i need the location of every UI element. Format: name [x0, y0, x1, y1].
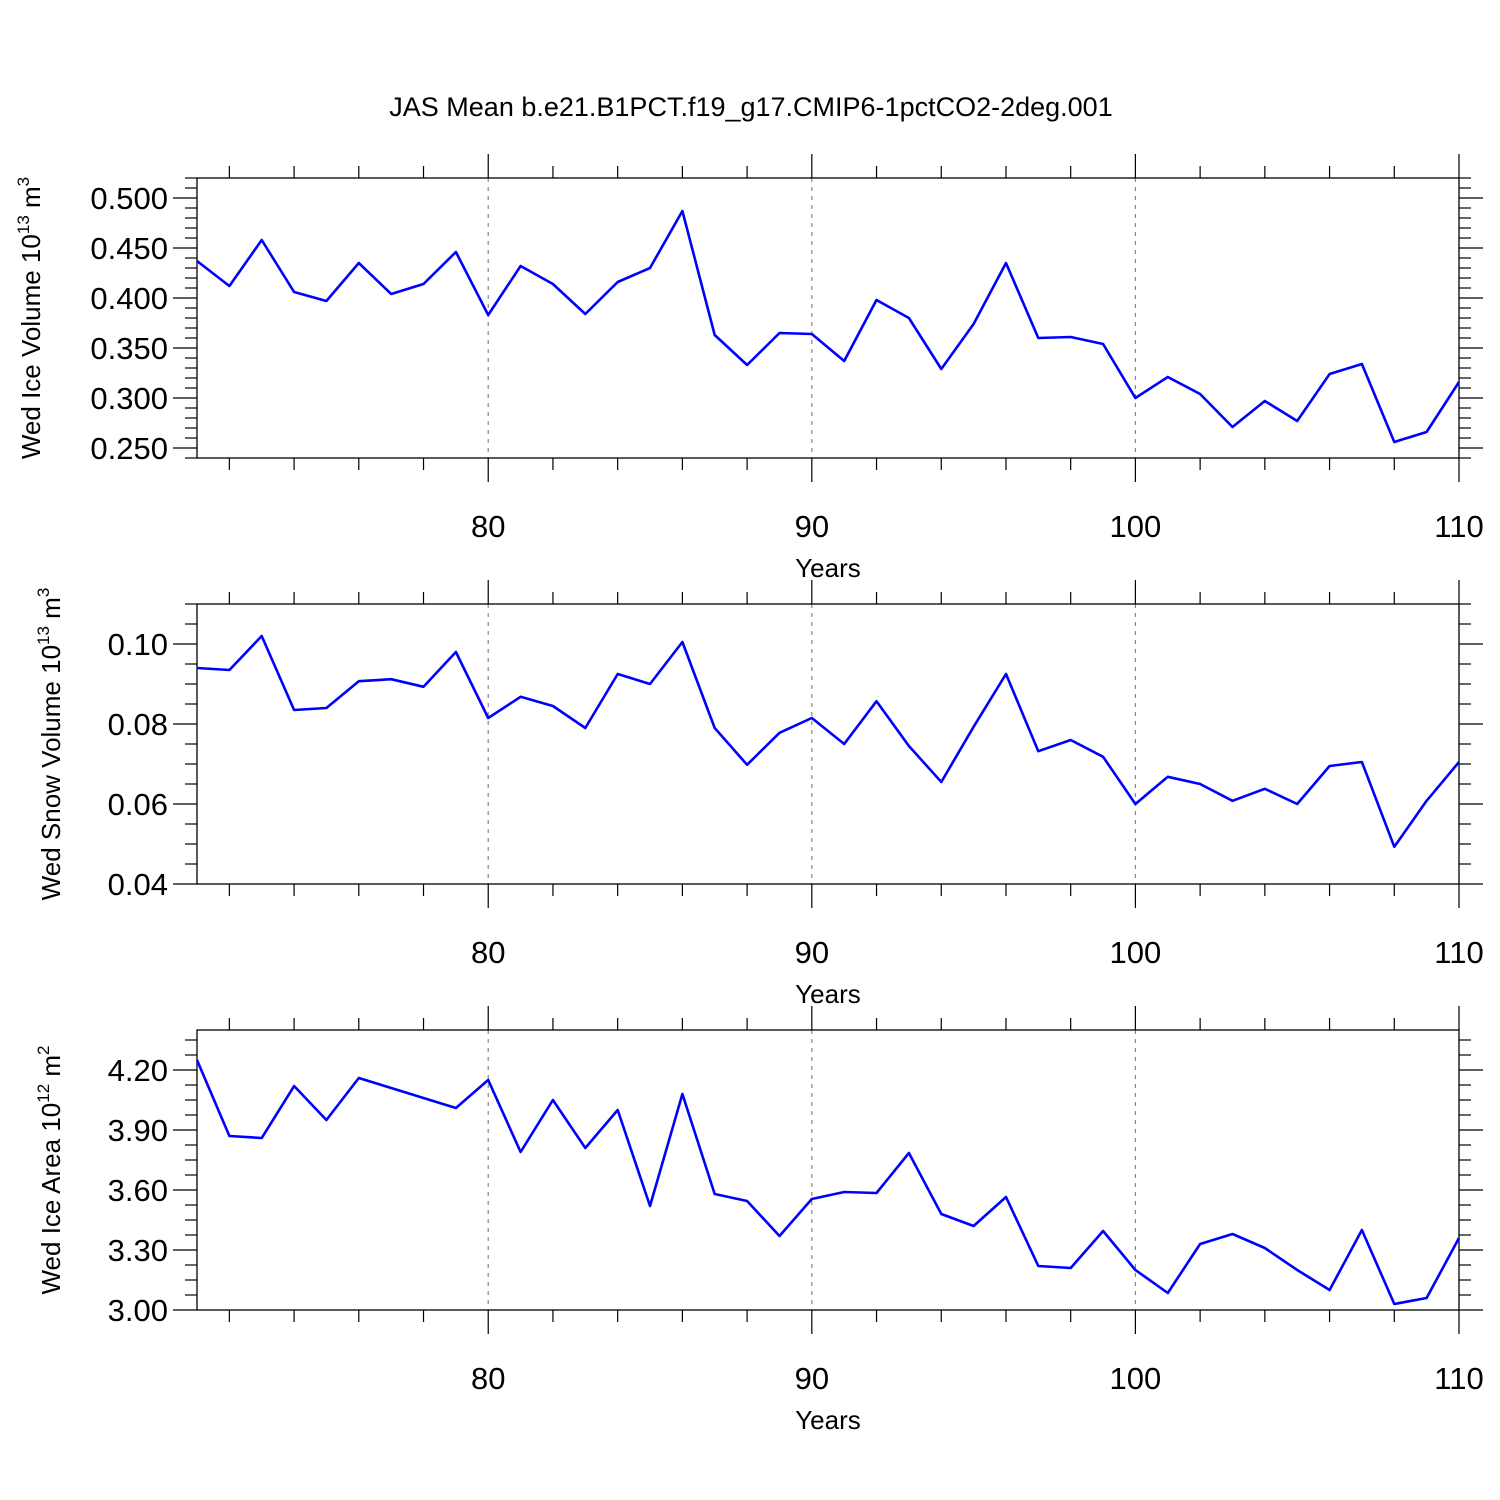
- y-tick-label: 4.20: [108, 1053, 168, 1088]
- panels: 0.250 0.300 0.350 0.400 0.450 0.500 80 90 100 110…: [14, 154, 1484, 1435]
- x-tick-label: 80: [471, 509, 505, 544]
- x-axis-label: Years: [795, 553, 861, 583]
- y-tick-label: 0.350: [90, 331, 168, 366]
- chart-title: JAS Mean b.e21.B1PCT.f19_g17.CMIP6-1pctC…: [389, 92, 1112, 122]
- x-tick-label: 110: [1434, 935, 1483, 970]
- y-tick-label: 0.250: [90, 431, 168, 466]
- x-tick-label: 100: [1110, 1361, 1162, 1396]
- x-axis-label: Years: [795, 979, 861, 1009]
- plot-frame: [196, 1029, 1460, 1311]
- y-tick-label: 3.00: [108, 1293, 168, 1328]
- panel-3: 3.00 3.30 3.60 3.90 4.20 80 90 100 110 Years Wed I…: [34, 1006, 1484, 1435]
- series-line: [196, 209, 1461, 444]
- series-line: [196, 634, 1460, 849]
- x-axis-label: Years: [795, 1405, 861, 1435]
- panel-2: 0.04 0.06 0.08 0.10 80 90 100 110 Years Wed Snow …: [34, 580, 1484, 1009]
- y-tick-label: 0.04: [108, 867, 168, 902]
- x-tick-label: 80: [471, 1361, 505, 1396]
- x-tick-label: 90: [795, 935, 829, 970]
- x-tick-label: 110: [1434, 1361, 1483, 1396]
- x-tick-label: 80: [471, 935, 505, 970]
- x-tick-label: 90: [795, 509, 829, 544]
- y-tick-label: 3.90: [108, 1113, 168, 1148]
- x-tick-label: 110: [1434, 509, 1483, 544]
- y-tick-label: 0.300: [90, 381, 168, 416]
- panel-1: 0.250 0.300 0.350 0.400 0.450 0.500 80 90 100 110…: [14, 154, 1484, 583]
- y-tick-label: 0.400: [90, 281, 168, 316]
- plot-frame: [196, 603, 1460, 885]
- y-tick-label: 0.06: [108, 787, 168, 822]
- x-tick-label: 100: [1110, 935, 1162, 970]
- y-tick-label: 3.30: [108, 1233, 168, 1268]
- y-tick-label: 0.500: [90, 181, 168, 216]
- x-tick-label: 90: [795, 1361, 829, 1396]
- series-line: [195, 1059, 1461, 1306]
- y-axis-label: Wed Ice Area 1012 m2: [34, 1045, 66, 1294]
- x-tick-label: 100: [1110, 509, 1162, 544]
- y-tick-label: 0.450: [90, 231, 168, 266]
- y-axis-label: Wed Snow Volume 1013 m3: [34, 588, 66, 901]
- y-tick-label: 0.08: [108, 707, 168, 742]
- y-axis-label: Wed Ice Volume 1013 m3: [14, 177, 46, 459]
- plot-frame: [196, 177, 1460, 459]
- y-tick-label: 3.60: [108, 1173, 168, 1208]
- y-tick-label: 0.10: [108, 627, 168, 662]
